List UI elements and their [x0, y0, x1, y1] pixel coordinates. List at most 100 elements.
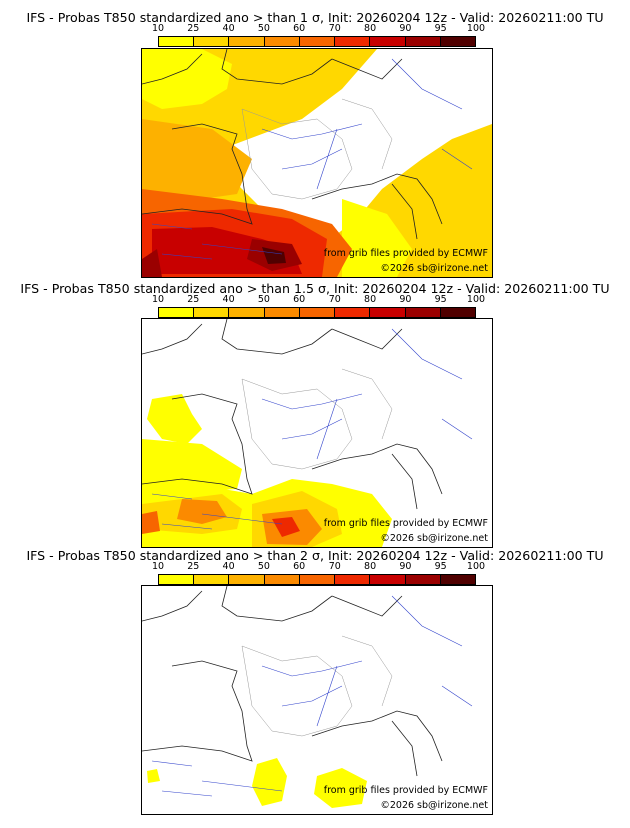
panel-2-legend: 10 25 40 50 60 70 80 90 95 100 — [152, 294, 485, 318]
legend-tick: 25 — [187, 23, 200, 34]
legend-swatch — [264, 37, 300, 46]
legend-swatch — [159, 37, 195, 46]
legend-tick: 80 — [364, 23, 377, 34]
credit-copyright: ©2026 sb@irizone.net — [380, 263, 488, 274]
legend-swatch — [440, 575, 475, 584]
legend-swatch — [229, 37, 265, 46]
legend-swatch — [264, 308, 300, 317]
prob-area-10 — [342, 199, 412, 277]
probability-map-1 — [142, 49, 492, 277]
legend-swatch — [194, 575, 230, 584]
legend-swatch — [370, 37, 406, 46]
coastline — [142, 49, 403, 85]
legend-tick: 50 — [257, 294, 270, 305]
coastline — [311, 443, 443, 510]
legend-swatch — [159, 575, 195, 584]
coastline — [142, 393, 253, 495]
legend-tick: 70 — [328, 561, 341, 572]
credit-copyright: ©2026 sb@irizone.net — [380, 533, 488, 544]
legend-tick: 100 — [466, 294, 486, 305]
legend-tick-labels: 10 25 40 50 60 70 80 90 95 100 — [152, 23, 485, 35]
prob-area-10 — [147, 394, 202, 444]
legend-color-bar — [158, 574, 476, 585]
legend-color-bar — [158, 307, 476, 318]
coastline — [311, 710, 443, 777]
coastline — [142, 123, 253, 225]
legend-swatch — [405, 308, 441, 317]
legend-tick-labels: 10 25 40 50 60 70 80 90 95 100 — [152, 294, 485, 306]
panel-3-legend: 10 25 40 50 60 70 80 90 95 100 — [152, 561, 485, 585]
river — [151, 328, 473, 530]
panel-1-map: from grib files provided by ECMWF ©2026 … — [141, 48, 493, 278]
legend-tick: 10 — [151, 561, 165, 572]
legend-color-bar — [158, 36, 476, 47]
legend-swatch — [159, 308, 195, 317]
credit-copyright: ©2026 sb@irizone.net — [380, 800, 488, 811]
river — [201, 393, 363, 525]
prob-area-10 — [314, 768, 367, 808]
prob-area-70 — [272, 517, 300, 537]
legend-tick: 90 — [399, 294, 412, 305]
legend-tick: 25 — [187, 561, 200, 572]
legend-swatch — [335, 37, 371, 46]
legend-tick: 80 — [364, 561, 377, 572]
legend-tick: 50 — [257, 561, 270, 572]
legend-swatch — [370, 308, 406, 317]
legend-swatch — [194, 308, 230, 317]
legend-swatch — [370, 575, 406, 584]
legend-tick: 90 — [399, 23, 412, 34]
legend-tick: 60 — [293, 23, 306, 34]
legend-tick: 40 — [222, 561, 235, 572]
legend-tick: 100 — [466, 561, 486, 572]
panel-1-title: IFS - Probas T850 standardized ano > tha… — [26, 10, 604, 25]
admin-border — [241, 98, 393, 200]
river — [151, 595, 473, 797]
admin-border — [241, 368, 393, 470]
coastline — [142, 319, 403, 355]
prob-area-none — [222, 49, 492, 234]
river — [201, 123, 363, 255]
panel-3-map: from grib files provided by ECMWF ©2026 … — [141, 585, 493, 815]
legend-tick: 95 — [434, 23, 447, 34]
prob-area-10 — [142, 439, 242, 491]
prob-area-90 — [142, 249, 162, 277]
legend-swatch — [299, 575, 336, 584]
coastline — [311, 173, 443, 240]
prob-area-10 — [252, 758, 287, 806]
legend-tick: 60 — [293, 294, 306, 305]
legend-swatch — [299, 37, 336, 46]
legend-tick: 40 — [222, 294, 235, 305]
river — [151, 58, 473, 260]
legend-swatch — [405, 37, 441, 46]
legend-tick: 10 — [151, 294, 165, 305]
legend-tick: 40 — [222, 23, 235, 34]
legend-swatch — [335, 575, 371, 584]
legend-tick: 10 — [151, 23, 165, 34]
legend-tick: 25 — [187, 294, 200, 305]
prob-area-95 — [262, 247, 286, 264]
prob-area-10 — [142, 49, 232, 109]
credit-source: from grib files provided by ECMWF — [323, 785, 488, 796]
legend-swatch — [440, 308, 475, 317]
legend-swatch — [229, 575, 265, 584]
admin-border — [241, 635, 393, 737]
panel-1-legend: 10 25 40 50 60 70 80 90 95 100 — [152, 23, 485, 47]
credit-source: from grib files provided by ECMWF — [323, 518, 488, 529]
prob-area-50 — [177, 499, 227, 524]
legend-swatch — [405, 575, 441, 584]
coastline — [142, 586, 403, 622]
probability-map-3 — [142, 586, 473, 808]
panel-3-title: IFS - Probas T850 standardized ano > tha… — [26, 548, 604, 563]
legend-swatch — [335, 308, 371, 317]
prob-area-10 — [147, 769, 160, 783]
legend-tick: 80 — [364, 294, 377, 305]
legend-tick-labels: 10 25 40 50 60 70 80 90 95 100 — [152, 561, 485, 573]
legend-swatch — [299, 308, 336, 317]
river — [201, 660, 363, 792]
panel-2-map: from grib files provided by ECMWF ©2026 … — [141, 318, 493, 548]
panel-2-title: IFS - Probas T850 standardized ano > tha… — [20, 281, 610, 296]
coastline — [142, 660, 253, 762]
credit-source: from grib files provided by ECMWF — [323, 248, 488, 259]
legend-swatch — [440, 37, 475, 46]
legend-tick: 95 — [434, 561, 447, 572]
